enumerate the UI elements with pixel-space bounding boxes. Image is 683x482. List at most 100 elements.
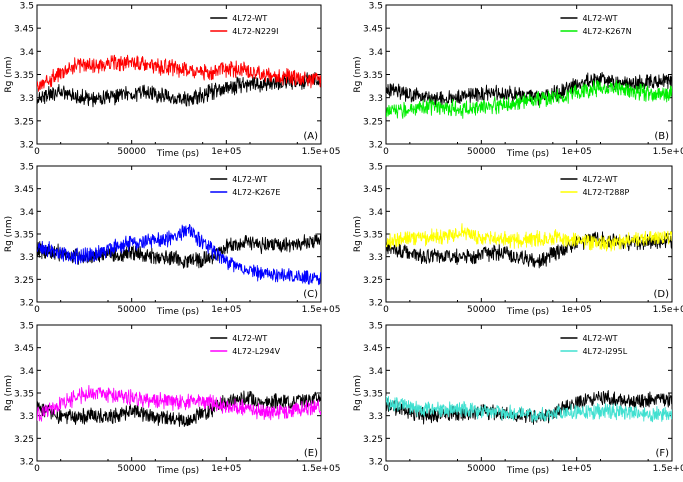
- plot-frame: [385, 4, 673, 145]
- y-tick-label: 3.35: [363, 390, 383, 400]
- y-axis-label: Rg (nm): [353, 375, 363, 411]
- y-tick-label: 3.4: [369, 48, 384, 58]
- y-axis-label: Rg (nm): [4, 56, 14, 92]
- chart-panel: 3.2 3.25 3.3 3.35 3.4 3.45 3.5 0 50000 1e+05 1.5e+…: [353, 163, 683, 318]
- y-tick-label: 3.2: [369, 141, 383, 151]
- x-tick-label: 0: [383, 305, 389, 315]
- y-tick-label: 3.25: [363, 276, 383, 286]
- y-tick-label: 3.3: [20, 412, 34, 422]
- y-tick-label: 3.45: [14, 344, 34, 354]
- plot-frame: [385, 324, 673, 462]
- legend-label: 4L72-WT: [232, 14, 267, 23]
- legend-label: 4L72-WT: [232, 175, 267, 184]
- y-tick-label: 3.5: [20, 2, 34, 12]
- series-line: [37, 54, 321, 92]
- y-axis-label: Rg (nm): [4, 216, 14, 252]
- y-tick-label: 3.3: [369, 253, 383, 263]
- x-tick-label: 0: [34, 147, 40, 157]
- panel-label: (A): [303, 131, 318, 142]
- y-tick-label: 3.4: [20, 208, 35, 218]
- x-axis-label: Time (ps): [156, 149, 199, 159]
- y-tick-label: 3.2: [20, 141, 34, 151]
- series-line: [386, 395, 672, 423]
- series-line: [386, 71, 672, 106]
- y-tick-label: 3.45: [363, 185, 383, 195]
- x-tick-label: 1e+05: [211, 147, 241, 157]
- y-tick-label: 3.4: [20, 367, 35, 377]
- x-tick-label: 0: [34, 464, 40, 474]
- y-tick-label: 3.4: [20, 48, 35, 58]
- x-tick-label: 50000: [117, 147, 146, 157]
- x-tick-label: 1e+05: [562, 305, 592, 315]
- series-line: [386, 79, 672, 119]
- legend-label: 4L72-K267E: [232, 188, 280, 197]
- legend-label: 4L72-L294V: [232, 347, 280, 356]
- panel-label: (C): [303, 289, 318, 300]
- y-tick-label: 3.45: [363, 25, 383, 35]
- y-tick-label: 3.35: [363, 231, 383, 241]
- x-axis-label: Time (ps): [506, 149, 549, 159]
- x-tick-label: 1.5e+05: [302, 147, 341, 157]
- legend-label: 4L72-WT: [582, 14, 617, 23]
- x-tick-label: 1.5e+05: [653, 305, 683, 315]
- y-tick-label: 3.25: [363, 117, 383, 127]
- x-axis-label: Time (ps): [156, 466, 199, 476]
- y-tick-label: 3.35: [14, 390, 34, 400]
- series-line: [37, 384, 321, 422]
- chart-panel: 3.2 3.25 3.3 3.35 3.4 3.45 3.5 0 50000 1e+05 1.5e+…: [353, 322, 683, 477]
- x-tick-label: 50000: [117, 464, 146, 474]
- chart-panel: 3.2 3.25 3.3 3.35 3.4 3.45 3.5 0 50000 1e+05 1.5e+…: [4, 2, 340, 160]
- x-tick-label: 0: [383, 147, 389, 157]
- panel-label: (F): [655, 448, 669, 459]
- y-tick-label: 3.2: [369, 458, 383, 468]
- y-axis-label: Rg (nm): [353, 56, 363, 92]
- y-tick-label: 3.25: [14, 435, 34, 445]
- panel-label: (E): [304, 448, 318, 459]
- x-tick-label: 1.5e+05: [653, 464, 683, 474]
- y-tick-label: 3.5: [369, 322, 383, 332]
- x-tick-label: 50000: [467, 147, 496, 157]
- x-tick-label: 1e+05: [211, 464, 241, 474]
- series-line: [37, 390, 321, 427]
- y-tick-label: 3.4: [369, 208, 384, 218]
- x-tick-label: 1.5e+05: [302, 305, 341, 315]
- y-tick-label: 3.35: [363, 71, 383, 81]
- legend-label: 4L72-T288P: [582, 188, 629, 197]
- y-tick-label: 3.4: [369, 367, 384, 377]
- x-tick-label: 50000: [117, 305, 146, 315]
- x-axis-label: Time (ps): [506, 466, 549, 476]
- x-tick-label: 50000: [467, 464, 496, 474]
- panel-label: (B): [654, 131, 669, 142]
- legend-label: 4L72-N229I: [232, 27, 278, 36]
- series-line: [386, 223, 672, 252]
- legend-label: 4L72-I295L: [582, 347, 627, 356]
- y-tick-label: 3.35: [14, 231, 34, 241]
- x-tick-label: 1.5e+05: [302, 464, 341, 474]
- chart-panel: 3.2 3.25 3.3 3.35 3.4 3.45 3.5 0 50000 1e+05 1.5e+…: [4, 163, 340, 318]
- series-line: [37, 223, 321, 286]
- y-tick-label: 3.5: [20, 163, 34, 173]
- plot-frame: [36, 324, 322, 462]
- x-tick-label: 50000: [467, 305, 496, 315]
- y-tick-label: 3.2: [20, 299, 34, 309]
- y-tick-label: 3.25: [14, 276, 34, 286]
- legend-label: 4L72-K267N: [582, 27, 631, 36]
- x-tick-label: 1e+05: [562, 464, 592, 474]
- y-tick-label: 3.3: [20, 94, 34, 104]
- y-tick-label: 3.45: [363, 344, 383, 354]
- series-line: [37, 71, 321, 108]
- legend-label: 4L72-WT: [582, 175, 617, 184]
- y-tick-label: 3.35: [14, 71, 34, 81]
- y-tick-label: 3.5: [369, 2, 383, 12]
- y-axis-label: Rg (nm): [353, 216, 363, 252]
- y-tick-label: 3.3: [369, 94, 383, 104]
- y-tick-label: 3.5: [369, 163, 383, 173]
- x-tick-label: 1e+05: [562, 147, 592, 157]
- x-tick-label: 1e+05: [211, 305, 241, 315]
- legend-label: 4L72-WT: [582, 334, 617, 343]
- chart-panel: 3.2 3.25 3.3 3.35 3.4 3.45 3.5 0 50000 1e+05 1.5e+…: [4, 322, 340, 477]
- x-axis-label: Time (ps): [156, 307, 199, 317]
- x-tick-label: 0: [34, 305, 40, 315]
- x-tick-label: 0: [383, 464, 389, 474]
